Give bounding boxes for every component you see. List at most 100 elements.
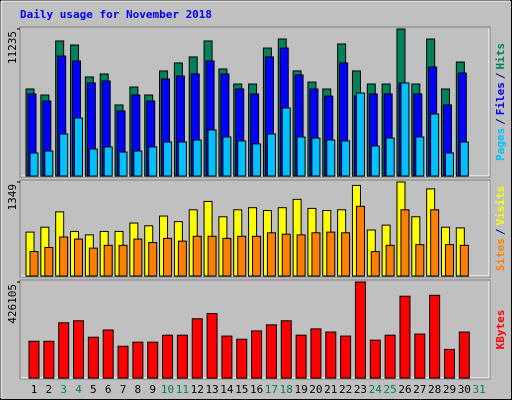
legend-separator: / <box>494 72 507 79</box>
bar <box>415 136 425 177</box>
bar <box>118 151 128 177</box>
bar <box>58 322 70 379</box>
bar <box>59 133 69 177</box>
bar <box>74 238 84 277</box>
x-tick-label: 4 <box>75 383 82 396</box>
x-tick-label: 16 <box>250 383 263 396</box>
bar <box>206 313 218 379</box>
bar <box>384 334 396 379</box>
bar <box>325 331 337 379</box>
x-tick-label: 12 <box>191 383 204 396</box>
bar <box>191 318 203 379</box>
x-tick-label: 19 <box>294 383 307 396</box>
bar <box>29 152 39 177</box>
bar <box>296 234 306 277</box>
legend: KBytes <box>494 310 507 350</box>
bar <box>311 137 321 177</box>
bar <box>459 244 469 277</box>
bar <box>355 205 365 277</box>
bar <box>147 341 159 379</box>
x-tick-label: 11 <box>176 383 189 396</box>
bar <box>266 232 276 277</box>
bar <box>73 320 85 379</box>
bar <box>118 244 128 277</box>
x-tick-label: 15 <box>235 383 248 396</box>
bar <box>59 236 69 277</box>
x-tick-label: 27 <box>413 383 426 396</box>
bar <box>415 244 425 277</box>
bar <box>74 117 84 177</box>
bar <box>177 141 187 177</box>
x-tick-label: 6 <box>105 383 112 396</box>
x-tick-label: 8 <box>135 383 142 396</box>
y-tick-label: 1349 <box>6 184 19 211</box>
bar <box>341 140 351 177</box>
x-tick-label: 3 <box>60 383 67 396</box>
legend-entry: Pages <box>494 128 507 161</box>
x-tick-label: 28 <box>428 383 441 396</box>
bar <box>44 150 54 177</box>
bar <box>443 348 455 379</box>
bar <box>102 329 114 379</box>
bar <box>29 251 39 277</box>
bar <box>222 237 232 277</box>
bar <box>236 338 248 379</box>
bar <box>163 237 173 277</box>
bar <box>265 324 277 379</box>
bar <box>369 339 381 379</box>
bar <box>132 341 144 379</box>
legend-separator: / <box>494 118 507 125</box>
bar <box>148 242 158 277</box>
x-tick-label: 29 <box>443 383 456 396</box>
bar <box>207 235 217 277</box>
bar <box>444 244 454 277</box>
bar <box>43 340 55 379</box>
bar <box>163 141 173 177</box>
legend-entry: Visits <box>494 186 507 226</box>
bar <box>281 107 291 177</box>
bar <box>133 238 143 277</box>
bar <box>133 150 143 177</box>
x-tick-label: 10 <box>161 383 174 396</box>
bar <box>176 334 188 379</box>
bar <box>103 244 113 277</box>
bar <box>28 340 40 379</box>
x-tick-label: 17 <box>265 383 278 396</box>
bar <box>296 136 306 177</box>
bar <box>459 141 469 177</box>
bar <box>311 232 321 277</box>
bar <box>430 209 440 277</box>
chart-title: Daily usage for November 2018 <box>20 8 212 21</box>
y-tick-label: 426105 <box>6 284 19 324</box>
bar <box>252 143 262 177</box>
legend: Sites / Visits <box>494 186 507 272</box>
bar <box>340 335 352 379</box>
bar <box>237 235 247 277</box>
bar <box>399 295 411 379</box>
x-tick-label: 7 <box>120 383 127 396</box>
bar <box>44 246 54 277</box>
bar <box>207 129 217 177</box>
x-tick-label: 5 <box>90 383 97 396</box>
x-tick-label: 22 <box>339 383 352 396</box>
bar <box>429 294 441 379</box>
bar <box>162 334 174 379</box>
bar <box>355 92 365 177</box>
x-tick-label: 20 <box>309 383 322 396</box>
x-tick-label: 25 <box>384 383 397 396</box>
bar <box>341 232 351 277</box>
bar <box>237 140 247 177</box>
bar <box>251 330 263 379</box>
bar <box>221 335 233 379</box>
bar <box>192 139 202 177</box>
bar <box>280 320 292 379</box>
bar <box>326 139 336 177</box>
bar <box>148 146 158 177</box>
bar <box>87 336 99 379</box>
bar <box>222 136 232 177</box>
bar <box>458 331 470 379</box>
bar <box>444 152 454 177</box>
x-tick-label: 9 <box>149 383 156 396</box>
